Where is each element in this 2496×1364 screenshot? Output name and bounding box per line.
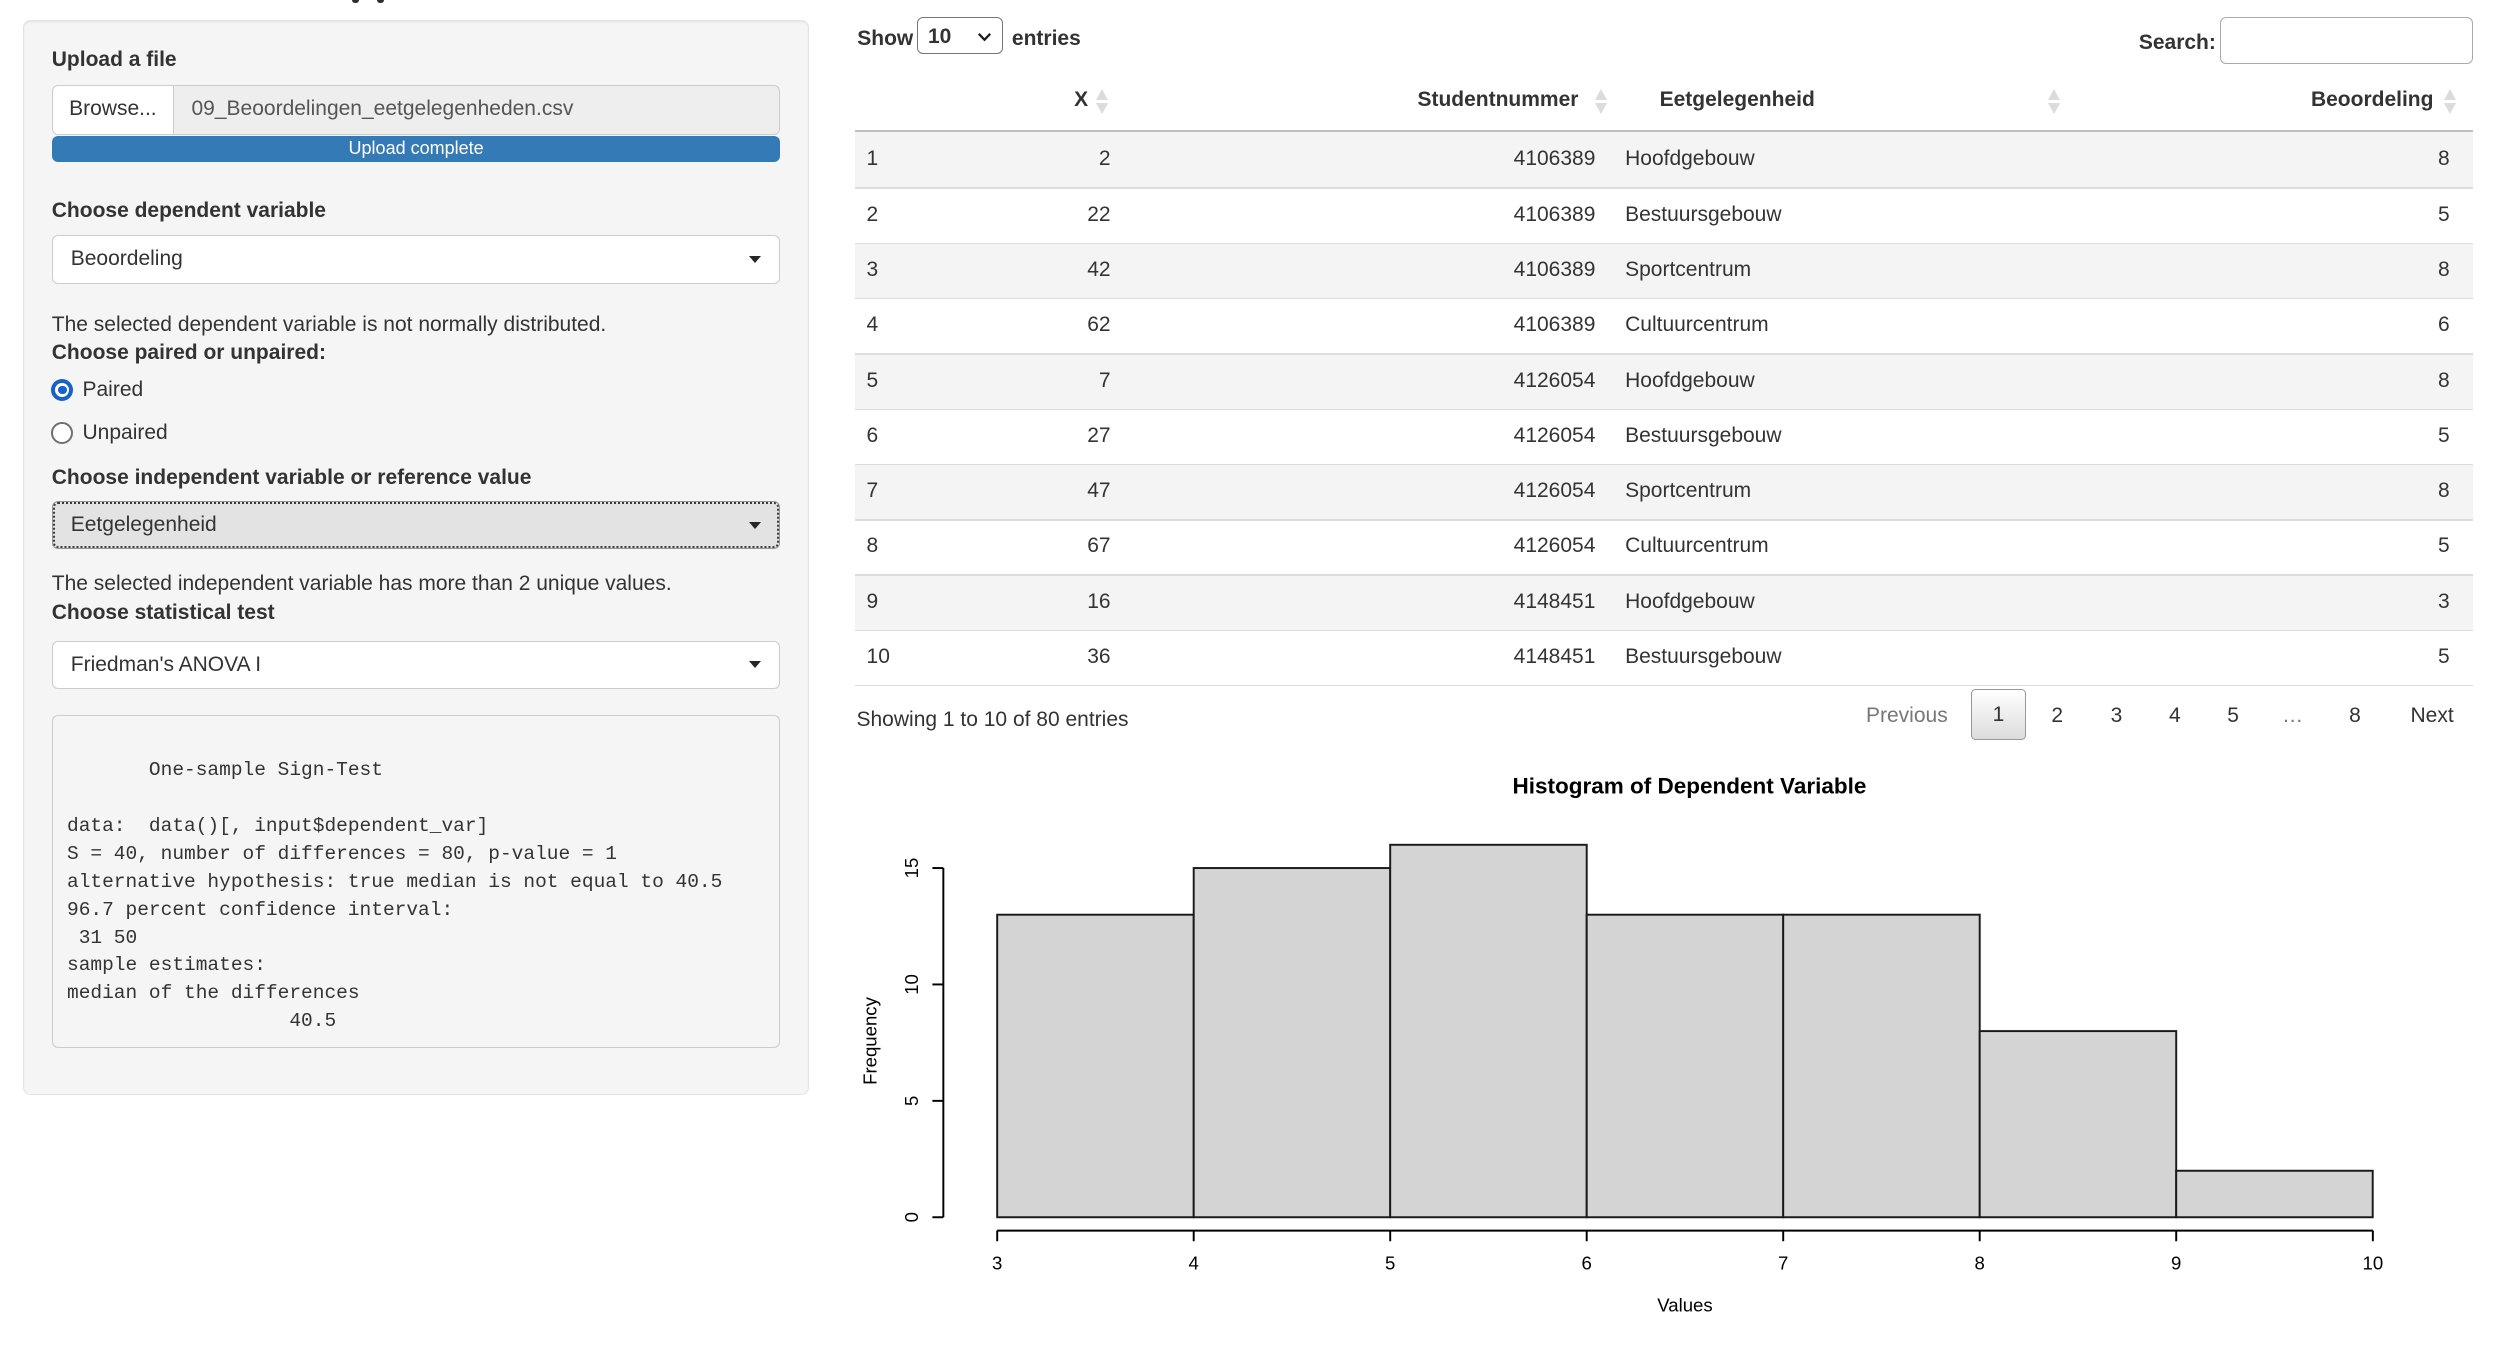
svg-text:Histogram of Dependent Variabl: Histogram of Dependent Variable [1513,773,1867,798]
svg-text:3: 3 [992,1252,1002,1273]
svg-text:8: 8 [1975,1252,1985,1273]
svg-text:Values: Values [1657,1294,1712,1315]
svg-text:15: 15 [901,858,922,879]
svg-text:9: 9 [2171,1252,2181,1273]
svg-text:7: 7 [1778,1252,1788,1273]
svg-text:0: 0 [901,1212,922,1222]
svg-text:4: 4 [1189,1252,1199,1273]
svg-text:Frequency: Frequency [859,996,880,1084]
svg-text:5: 5 [901,1096,922,1106]
svg-text:10: 10 [2363,1252,2384,1273]
svg-text:5: 5 [1385,1252,1395,1273]
svg-text:10: 10 [901,974,922,995]
svg-text:6: 6 [1582,1252,1592,1273]
